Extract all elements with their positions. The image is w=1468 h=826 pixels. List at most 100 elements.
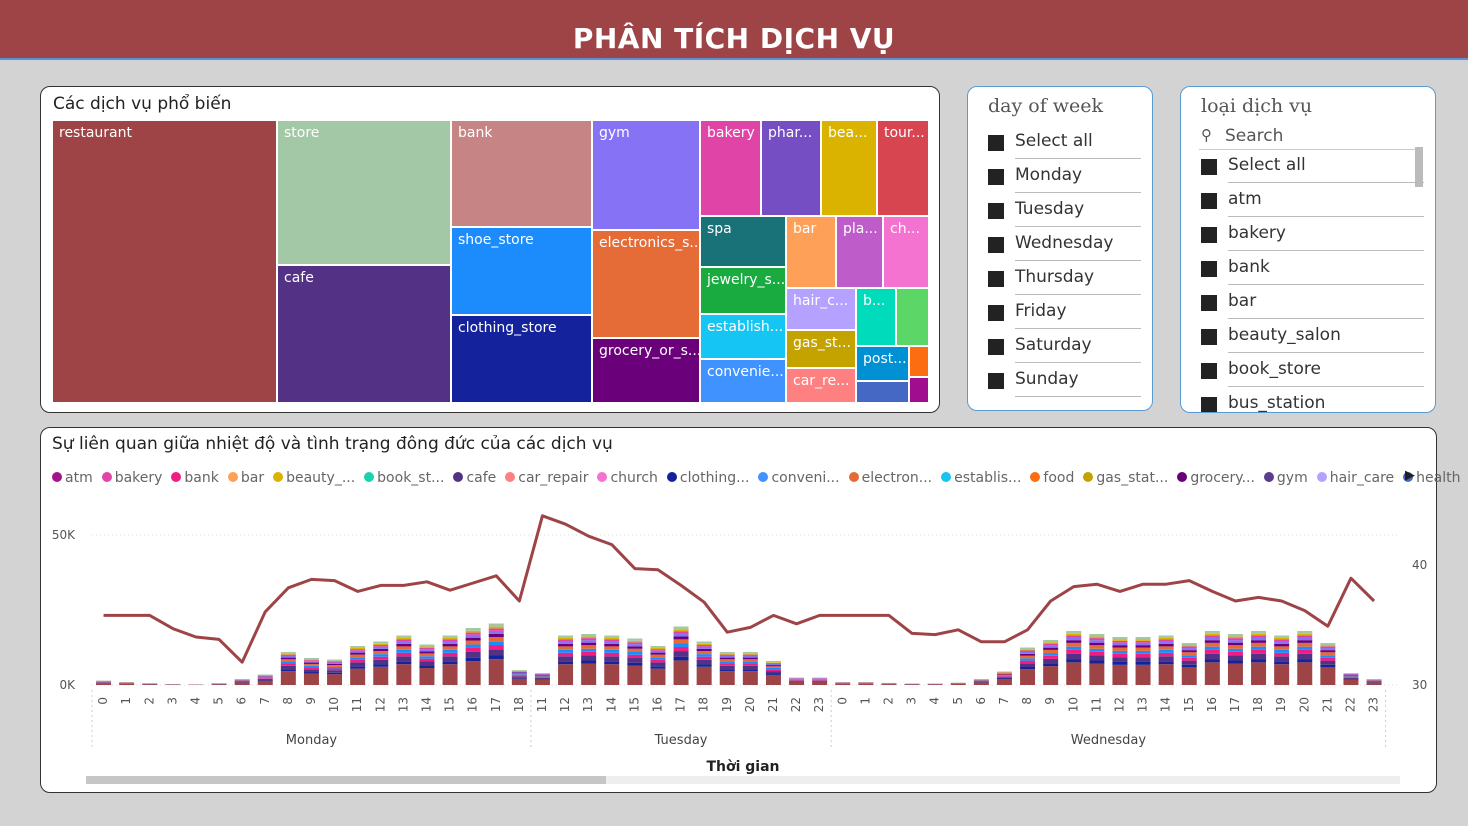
checkbox[interactable] <box>1201 261 1217 277</box>
legend-item[interactable]: bank <box>171 470 218 486</box>
legend-item[interactable]: gas_stat... <box>1083 470 1168 486</box>
legend-swatch <box>1317 472 1327 482</box>
treemap-tile-label: gym <box>599 125 630 141</box>
treemap-tile-label: grocery_or_s... <box>599 343 700 359</box>
slicer-title: day of week <box>988 95 1103 117</box>
option-divider <box>1015 260 1141 261</box>
option-divider <box>1015 328 1141 329</box>
treemap-tile[interactable]: spa <box>700 216 786 267</box>
legend-item[interactable]: beauty_... <box>273 470 355 486</box>
treemap-tile[interactable] <box>909 346 929 377</box>
treemap-tile[interactable]: ch... <box>883 216 929 288</box>
legend-label: clothing... <box>680 470 750 486</box>
checkbox[interactable] <box>1201 295 1217 311</box>
treemap-tile-label: gas_st... <box>793 335 851 351</box>
legend-label: atm <box>65 470 93 486</box>
treemap-tile[interactable]: shoe_store <box>451 227 592 315</box>
legend-item[interactable]: book_st... <box>364 470 444 486</box>
legend-item[interactable]: electron... <box>849 470 933 486</box>
legend-item[interactable]: clothing... <box>667 470 750 486</box>
legend-item[interactable]: gym <box>1264 470 1308 486</box>
treemap-tile[interactable]: establish... <box>700 314 786 359</box>
checkbox[interactable] <box>988 169 1004 185</box>
legend-swatch <box>849 472 859 482</box>
legend-item[interactable]: bar <box>228 470 264 486</box>
legend-label: car_repair <box>518 470 588 486</box>
checkbox[interactable] <box>1201 397 1217 413</box>
treemap-tile[interactable]: phar... <box>761 120 821 216</box>
legend-label: electron... <box>862 470 933 486</box>
treemap-tile-label: bar <box>793 221 816 237</box>
treemap-tile[interactable]: cafe <box>277 265 451 403</box>
legend-item[interactable]: atm <box>52 470 93 486</box>
checkbox[interactable] <box>988 271 1004 287</box>
treemap-tile[interactable]: bea... <box>821 120 877 216</box>
checkbox[interactable] <box>988 305 1004 321</box>
treemap-tile[interactable]: convenie... <box>700 359 786 403</box>
checkbox[interactable] <box>1201 329 1217 345</box>
legend-next-arrow[interactable]: ▶ <box>1405 468 1415 483</box>
legend-swatch <box>667 472 677 482</box>
treemap-tile-label: phar... <box>768 125 812 141</box>
treemap-tile[interactable]: hair_c... <box>786 288 856 330</box>
treemap-tile[interactable]: jewelry_s... <box>700 267 786 314</box>
treemap-tile[interactable]: restaurant <box>52 120 277 403</box>
treemap-tile[interactable]: bank <box>451 120 592 227</box>
option-label: beauty_salon <box>1228 325 1341 345</box>
checkbox[interactable] <box>988 237 1004 253</box>
slicer-scrollbar[interactable] <box>1415 147 1423 187</box>
checkbox[interactable] <box>988 203 1004 219</box>
treemap-tile[interactable]: store <box>277 120 451 265</box>
treemap-tile[interactable]: post... <box>856 346 909 381</box>
treemap-tile[interactable]: tour... <box>877 120 929 216</box>
checkbox[interactable] <box>988 373 1004 389</box>
legend-item[interactable]: hair_care <box>1317 470 1394 486</box>
legend-swatch <box>505 472 515 482</box>
option-label: bar <box>1228 291 1256 311</box>
legend-swatch <box>273 472 283 482</box>
checkbox[interactable] <box>988 339 1004 355</box>
treemap-tile-label: electronics_s... <box>599 235 700 251</box>
legend-item[interactable]: church <box>597 470 657 486</box>
treemap-tile[interactable]: gas_st... <box>786 330 856 368</box>
legend-label: grocery... <box>1190 470 1255 486</box>
legend-item[interactable]: car_repair <box>505 470 588 486</box>
treemap-tile[interactable]: bar <box>786 216 836 288</box>
treemap-tile[interactable]: pla... <box>836 216 883 288</box>
option-label: Tuesday <box>1015 199 1084 219</box>
legend-label: book_st... <box>377 470 444 486</box>
option-divider <box>1015 362 1141 363</box>
option-divider <box>1015 396 1141 397</box>
legend-item[interactable]: cafe <box>453 470 496 486</box>
treemap-tile[interactable]: grocery_or_s... <box>592 338 700 403</box>
treemap-tile[interactable]: b... <box>856 288 896 346</box>
chart-scrollbar-thumb[interactable] <box>86 776 606 784</box>
treemap-tile-label: cafe <box>284 270 314 286</box>
legend-item[interactable]: bakery <box>102 470 163 486</box>
checkbox[interactable] <box>988 135 1004 151</box>
legend-swatch <box>1264 472 1274 482</box>
search-box[interactable]: ⚲ Search <box>1199 125 1421 150</box>
legend-label: gym <box>1277 470 1308 486</box>
treemap-tile[interactable]: bakery <box>700 120 761 216</box>
checkbox[interactable] <box>1201 159 1217 175</box>
legend-item[interactable]: establis... <box>941 470 1021 486</box>
treemap-tile[interactable]: clothing_store <box>451 315 592 403</box>
treemap-tile-label: spa <box>707 221 732 237</box>
treemap-tile[interactable] <box>856 381 909 403</box>
option-divider <box>1228 216 1424 217</box>
legend-item[interactable]: food <box>1030 470 1074 486</box>
treemap-tile[interactable] <box>909 377 929 403</box>
checkbox[interactable] <box>1201 193 1217 209</box>
treemap-tile[interactable]: car_re... <box>786 368 856 403</box>
legend-item[interactable]: grocery... <box>1177 470 1255 486</box>
checkbox[interactable] <box>1201 363 1217 379</box>
treemap-tile-label: clothing_store <box>458 320 557 336</box>
legend-item[interactable]: conveni... <box>758 470 839 486</box>
legend-label: conveni... <box>771 470 839 486</box>
checkbox[interactable] <box>1201 227 1217 243</box>
treemap-tile[interactable]: electronics_s... <box>592 230 700 338</box>
treemap-tile[interactable]: gym <box>592 120 700 230</box>
treemap-tile[interactable] <box>896 288 929 346</box>
